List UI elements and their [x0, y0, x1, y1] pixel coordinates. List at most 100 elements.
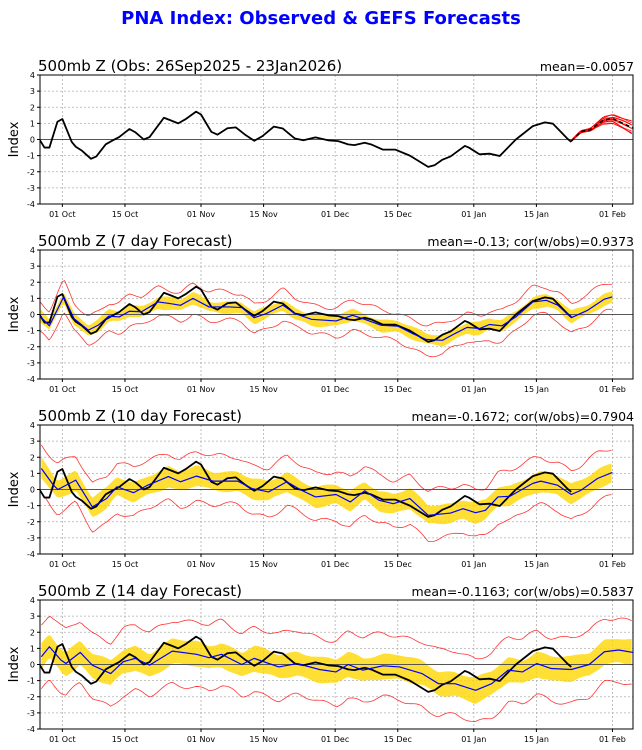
x-tick-label: 01 Dec: [321, 560, 349, 569]
y-tick-label: 2: [30, 103, 35, 112]
forecast-mean-line: [40, 646, 634, 691]
panel-stat: mean=-0.0057: [540, 59, 634, 74]
x-tick-label: 15 Jan: [524, 210, 549, 219]
x-tick-label: 15 Oct: [112, 385, 139, 394]
y-tick-label: -2: [27, 168, 35, 177]
ensemble-member-line: [571, 123, 632, 142]
x-tick-label: 01 Dec: [321, 735, 349, 744]
x-tick-label: 01 Dec: [321, 210, 349, 219]
y-axis-label: Index: [7, 471, 22, 507]
y-tick-label: 2: [30, 278, 35, 287]
x-tick-label: 15 Oct: [112, 735, 139, 744]
x-tick-label: 15 Dec: [384, 560, 412, 569]
y-tick-label: 0: [30, 486, 35, 495]
x-tick-label: 01 Nov: [187, 735, 216, 744]
y-tick-label: 3: [30, 262, 35, 271]
ensemble-mean-line: [570, 117, 634, 142]
x-tick-label: 01 Feb: [599, 560, 626, 569]
forecast-mean-line: [39, 296, 613, 341]
y-tick-label: 0: [30, 136, 35, 145]
y-tick-label: -1: [27, 502, 35, 511]
y-axis-label: Index: [7, 296, 22, 332]
x-tick-label: 01 Oct: [49, 210, 76, 219]
y-tick-label: 4: [30, 596, 35, 605]
envelope-min-line: [39, 308, 613, 358]
y-tick-label: -2: [27, 693, 35, 702]
x-tick-label: 15 Nov: [249, 210, 278, 219]
envelope-min-line: [41, 492, 612, 542]
x-tick-label: 01 Nov: [187, 385, 216, 394]
envelope-max-line: [39, 280, 613, 327]
y-tick-label: 2: [30, 453, 35, 462]
panel-title: 500mb Z (14 day Forecast): [38, 582, 242, 600]
y-tick-label: 1: [30, 294, 35, 303]
y-tick-label: -1: [27, 327, 35, 336]
panel-4: 500mb Z (14 day Forecast) mean=-0.1163; c…: [7, 582, 634, 744]
x-tick-label: 01 Jan: [461, 385, 486, 394]
panel-stat: mean=-0.1672; cor(w/obs)=0.7904: [411, 409, 634, 424]
plot-frame: [39, 74, 634, 205]
panel-title: 500mb Z (7 day Forecast): [38, 232, 232, 250]
x-tick-label: 01 Oct: [49, 560, 76, 569]
panel-title: 500mb Z (Obs: 26Sep2025 - 23Jan2026): [38, 57, 342, 75]
y-tick-label: -1: [27, 677, 35, 686]
x-tick-label: 15 Dec: [384, 210, 412, 219]
observed-line: [39, 460, 572, 518]
y-tick-label: -1: [27, 152, 35, 161]
observed-line: [39, 110, 572, 168]
x-tick-label: 15 Dec: [384, 385, 412, 394]
panel-stat: mean=-0.13; cor(w/obs)=0.9373: [427, 234, 634, 249]
x-tick-label: 15 Jan: [524, 735, 549, 744]
y-tick-label: 0: [30, 661, 35, 670]
x-tick-label: 01 Nov: [187, 210, 216, 219]
y-tick-label: 3: [30, 612, 35, 621]
y-tick-label: -3: [27, 534, 35, 543]
x-tick-label: 15 Nov: [249, 735, 278, 744]
y-tick-label: -4: [27, 200, 35, 209]
x-tick-label: 01 Feb: [599, 385, 626, 394]
y-tick-label: -2: [27, 343, 35, 352]
panel-stat: mean=-0.1163; cor(w/obs)=0.5837: [411, 584, 634, 599]
y-tick-label: 1: [30, 119, 35, 128]
x-tick-label: 15 Jan: [524, 385, 549, 394]
x-tick-label: 01 Feb: [599, 210, 626, 219]
y-tick-label: -3: [27, 184, 35, 193]
spread-band: [41, 635, 632, 704]
x-tick-label: 01 Jan: [461, 560, 486, 569]
plot-frame: [39, 424, 634, 555]
x-tick-label: 15 Oct: [112, 560, 139, 569]
y-tick-label: 0: [30, 311, 35, 320]
spread-band: [40, 291, 613, 347]
plot-frame: [39, 599, 634, 730]
y-tick-label: -4: [27, 725, 35, 734]
x-tick-label: 15 Jan: [524, 560, 549, 569]
y-axis-label: Index: [7, 646, 22, 682]
x-tick-label: 01 Dec: [321, 385, 349, 394]
x-tick-label: 15 Nov: [249, 385, 278, 394]
y-tick-label: 1: [30, 469, 35, 478]
x-tick-label: 01 Jan: [461, 735, 486, 744]
y-tick-label: 4: [30, 71, 35, 80]
y-tick-label: 3: [30, 87, 35, 96]
y-tick-label: -4: [27, 550, 35, 559]
x-tick-label: 15 Oct: [112, 210, 139, 219]
main-title: PNA Index: Observed & GEFS Forecasts: [121, 8, 521, 29]
envelope-max-line: [41, 616, 632, 660]
x-tick-label: 01 Feb: [599, 735, 626, 744]
x-tick-label: 01 Oct: [49, 385, 76, 394]
y-axis-label: Index: [7, 121, 22, 157]
envelope-max-line: [41, 444, 612, 492]
panel-2: 500mb Z (7 day Forecast) mean=-0.13; cor(…: [7, 232, 634, 394]
y-tick-label: 4: [30, 421, 35, 430]
y-tick-label: -3: [27, 359, 35, 368]
x-tick-label: 01 Oct: [49, 735, 76, 744]
y-tick-label: 4: [30, 246, 35, 255]
x-tick-label: 01 Jan: [461, 210, 486, 219]
panel-3: 500mb Z (10 day Forecast) mean=-0.1672; c…: [7, 407, 634, 569]
y-tick-label: 2: [30, 628, 35, 637]
panel-title: 500mb Z (10 day Forecast): [38, 407, 242, 425]
y-tick-label: -4: [27, 375, 35, 384]
y-tick-label: 1: [30, 644, 35, 653]
y-tick-label: -3: [27, 709, 35, 718]
